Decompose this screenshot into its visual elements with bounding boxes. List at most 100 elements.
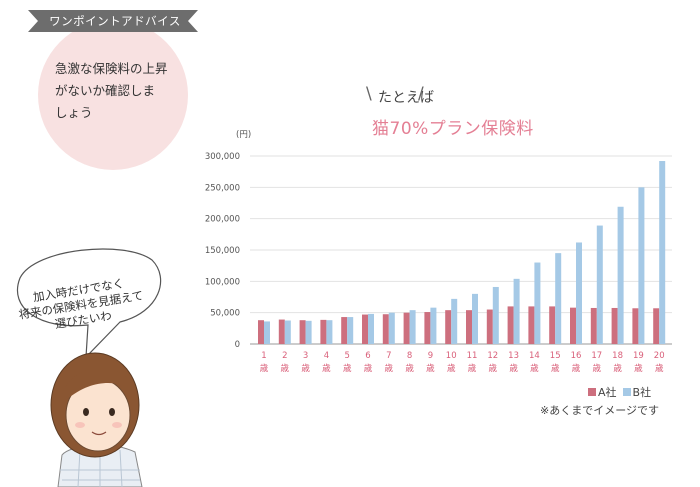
bar-b xyxy=(492,286,499,344)
x-tick-label: 16 xyxy=(571,351,582,361)
banner-title: ワンポイントアドバイス xyxy=(49,14,181,28)
bar-b xyxy=(576,242,582,344)
bar-b xyxy=(388,312,395,344)
image-note: ※あくまでイメージです xyxy=(540,404,659,417)
x-tick-label: 歳 xyxy=(322,363,331,374)
bar-b xyxy=(659,161,666,344)
bar-b xyxy=(409,310,416,344)
bar-a xyxy=(653,308,660,344)
advice-banner: ワンポイントアドバイス xyxy=(28,10,198,32)
x-tick-label: 7 xyxy=(386,351,391,361)
bar-a xyxy=(445,310,452,344)
x-tick-label: 2 xyxy=(282,351,287,361)
x-tick-label: 歳 xyxy=(385,363,394,374)
x-tick-label: 歳 xyxy=(426,363,435,374)
bar-a xyxy=(570,307,576,344)
x-tick-label: 15 xyxy=(550,351,561,361)
x-tick-label: 18 xyxy=(612,351,623,361)
advice-circle xyxy=(38,20,188,170)
bar-a xyxy=(632,308,639,344)
bar-a xyxy=(466,310,472,344)
bar-b xyxy=(596,225,603,344)
x-tick-label: 歳 xyxy=(260,363,269,374)
x-tick-label: 5 xyxy=(344,351,349,361)
chart-title: 猫70%プラン保険料 xyxy=(372,119,534,139)
y-tick-label: 300,000 xyxy=(205,152,240,162)
y-tick-label: 250,000 xyxy=(205,183,240,193)
x-tick-label: 8 xyxy=(407,351,412,361)
x-tick-label: 13 xyxy=(508,351,519,361)
x-tick-label: 12 xyxy=(487,351,498,361)
advice-line: しょう xyxy=(55,105,93,120)
bar-b xyxy=(451,298,458,344)
x-tick-label: 歳 xyxy=(530,363,539,374)
bar-b xyxy=(638,187,645,344)
bar-a xyxy=(382,314,389,344)
x-tick-label: 歳 xyxy=(634,363,643,374)
bar-a xyxy=(611,307,618,344)
bar-b xyxy=(555,253,562,344)
bar-a xyxy=(424,312,431,344)
y-unit-label: (円) xyxy=(236,130,251,140)
legend-swatch-a xyxy=(588,388,596,396)
x-tick-label: 歳 xyxy=(593,363,602,374)
bar-a xyxy=(341,317,348,344)
x-tick-label: 歳 xyxy=(364,363,373,374)
bar-a xyxy=(507,306,514,344)
y-tick-label: 200,000 xyxy=(205,215,240,225)
bar-b xyxy=(347,317,354,344)
y-tick-label: 0 xyxy=(235,340,240,350)
legend-item-b: B社 xyxy=(622,384,651,400)
x-tick-label: 14 xyxy=(529,351,540,361)
x-tick-label: 歳 xyxy=(551,363,560,374)
x-tick-label: 歳 xyxy=(301,363,310,374)
x-tick-label: 6 xyxy=(365,351,370,361)
y-tick-label: 150,000 xyxy=(205,246,240,256)
bar-b xyxy=(513,278,520,344)
labels-layer: (円) 0 50,000 100,000 150,000 200,000 250,000 30… xyxy=(205,130,665,374)
bar-b xyxy=(305,320,312,344)
bar-a xyxy=(299,320,306,344)
bar-b xyxy=(617,206,624,344)
bar-b xyxy=(264,321,270,344)
y-tick-label: 50,000 xyxy=(210,309,240,319)
banner-shape xyxy=(28,10,198,32)
bar-a xyxy=(403,312,410,344)
bar-b xyxy=(326,320,333,344)
bar-a xyxy=(278,319,285,344)
x-tick-label: 歳 xyxy=(509,363,518,374)
bar-a xyxy=(549,306,556,344)
x-tick-label: 9 xyxy=(428,351,433,361)
advice-line: 急激な保険料の上昇 xyxy=(55,61,168,76)
bar-a xyxy=(320,319,327,344)
x-tick-label: 4 xyxy=(324,351,329,361)
x-tick-label: 歳 xyxy=(613,363,622,374)
x-tick-label: 歳 xyxy=(405,363,414,374)
example-label: たとえば xyxy=(378,90,434,106)
x-tick-label: 19 xyxy=(633,351,644,361)
x-tick-label: 3 xyxy=(303,351,308,361)
slash-right-decoration: / xyxy=(418,84,424,104)
woman-illustration xyxy=(50,352,143,487)
advice-line: がないか確認しま xyxy=(55,83,156,98)
bar-b xyxy=(472,293,478,344)
x-tick-label: 1 xyxy=(261,351,266,361)
bar-a xyxy=(528,306,535,344)
y-tick-label: 100,000 xyxy=(205,277,240,287)
x-tick-label: 歳 xyxy=(572,363,581,374)
chart-legend: A社 B社 xyxy=(588,384,651,400)
bar-a xyxy=(258,320,264,344)
x-tick-label: 歳 xyxy=(281,363,290,374)
speech-bubble xyxy=(17,248,162,359)
x-tick-label: 歳 xyxy=(655,363,664,374)
legend-swatch-b xyxy=(622,388,631,396)
bar-b xyxy=(430,307,437,344)
bar-b xyxy=(534,262,541,344)
bar-b xyxy=(284,320,291,344)
legend-item-a: A社 xyxy=(588,384,617,400)
x-tick-label: 11 xyxy=(467,351,478,361)
bars-layer xyxy=(258,161,666,344)
grid-layer xyxy=(250,155,672,345)
x-tick-label: 17 xyxy=(591,351,602,361)
